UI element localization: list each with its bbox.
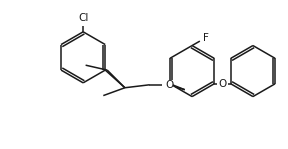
Text: O: O [165, 80, 173, 90]
Text: Cl: Cl [78, 13, 88, 23]
Text: F: F [203, 33, 209, 43]
Text: O: O [218, 79, 227, 89]
